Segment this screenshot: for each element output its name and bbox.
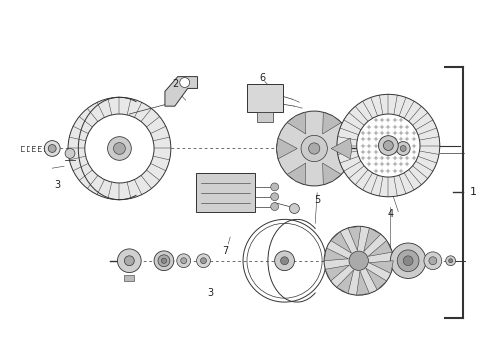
Polygon shape xyxy=(322,163,341,185)
Circle shape xyxy=(161,258,167,264)
Circle shape xyxy=(449,259,453,263)
Polygon shape xyxy=(287,112,306,134)
Circle shape xyxy=(270,183,279,191)
Circle shape xyxy=(290,204,299,213)
Circle shape xyxy=(396,141,410,156)
Circle shape xyxy=(200,258,206,264)
FancyBboxPatch shape xyxy=(196,173,255,212)
Circle shape xyxy=(349,251,368,270)
Circle shape xyxy=(403,256,413,266)
Circle shape xyxy=(124,256,134,266)
Circle shape xyxy=(400,145,406,152)
Polygon shape xyxy=(337,270,354,293)
Circle shape xyxy=(277,111,352,186)
Polygon shape xyxy=(165,77,197,106)
Text: 3: 3 xyxy=(207,288,214,298)
Circle shape xyxy=(309,143,320,154)
Text: 5: 5 xyxy=(314,195,320,205)
Polygon shape xyxy=(368,240,392,256)
Circle shape xyxy=(181,258,187,264)
Polygon shape xyxy=(277,138,297,159)
Circle shape xyxy=(324,226,393,295)
Polygon shape xyxy=(322,112,341,134)
Circle shape xyxy=(270,203,279,211)
Circle shape xyxy=(391,243,426,278)
Circle shape xyxy=(118,249,141,273)
Circle shape xyxy=(270,193,279,201)
Circle shape xyxy=(114,143,125,154)
Polygon shape xyxy=(325,265,349,281)
Circle shape xyxy=(44,141,60,156)
Circle shape xyxy=(65,148,75,158)
Circle shape xyxy=(301,135,327,162)
Circle shape xyxy=(383,141,393,150)
Polygon shape xyxy=(331,138,352,159)
Circle shape xyxy=(446,256,456,266)
Circle shape xyxy=(108,137,131,160)
Polygon shape xyxy=(348,226,361,251)
FancyBboxPatch shape xyxy=(257,112,272,122)
Circle shape xyxy=(378,136,398,156)
Polygon shape xyxy=(324,248,348,261)
Text: 4: 4 xyxy=(387,210,393,220)
Circle shape xyxy=(429,257,437,265)
Circle shape xyxy=(357,114,420,177)
FancyBboxPatch shape xyxy=(124,275,134,282)
Text: 7: 7 xyxy=(222,246,228,256)
Circle shape xyxy=(337,94,440,197)
Text: 1: 1 xyxy=(469,187,476,197)
Circle shape xyxy=(158,255,170,267)
Circle shape xyxy=(424,252,442,270)
Circle shape xyxy=(177,254,191,267)
Circle shape xyxy=(275,251,294,271)
Circle shape xyxy=(196,254,210,267)
Text: 3: 3 xyxy=(54,180,60,190)
Circle shape xyxy=(48,145,56,152)
FancyBboxPatch shape xyxy=(247,85,283,112)
Polygon shape xyxy=(364,228,381,252)
Polygon shape xyxy=(366,268,387,290)
Polygon shape xyxy=(287,163,306,185)
Circle shape xyxy=(68,97,171,200)
Circle shape xyxy=(281,257,289,265)
Polygon shape xyxy=(357,271,369,295)
Circle shape xyxy=(154,251,174,271)
Text: 2: 2 xyxy=(172,80,179,90)
Polygon shape xyxy=(331,231,352,253)
Polygon shape xyxy=(369,261,393,274)
Text: 6: 6 xyxy=(260,73,266,82)
Circle shape xyxy=(397,250,419,271)
Circle shape xyxy=(85,114,154,183)
Circle shape xyxy=(180,78,190,87)
